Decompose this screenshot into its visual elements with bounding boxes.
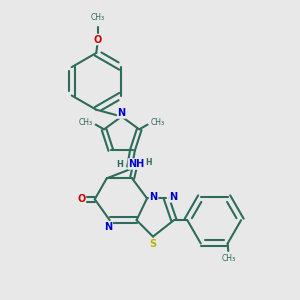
Text: CH₃: CH₃ <box>222 254 236 263</box>
Text: NH: NH <box>128 159 145 169</box>
Text: CH₃: CH₃ <box>79 118 93 127</box>
Text: S: S <box>149 239 157 249</box>
Text: N: N <box>104 222 112 232</box>
Text: H: H <box>145 158 152 167</box>
Text: H: H <box>116 160 123 169</box>
Text: N: N <box>118 108 126 118</box>
Text: CH₃: CH₃ <box>151 118 165 127</box>
Text: CH₃: CH₃ <box>91 13 105 22</box>
Text: N: N <box>169 192 177 202</box>
Text: N: N <box>149 192 158 202</box>
Text: O: O <box>77 194 86 204</box>
Text: O: O <box>94 34 102 44</box>
